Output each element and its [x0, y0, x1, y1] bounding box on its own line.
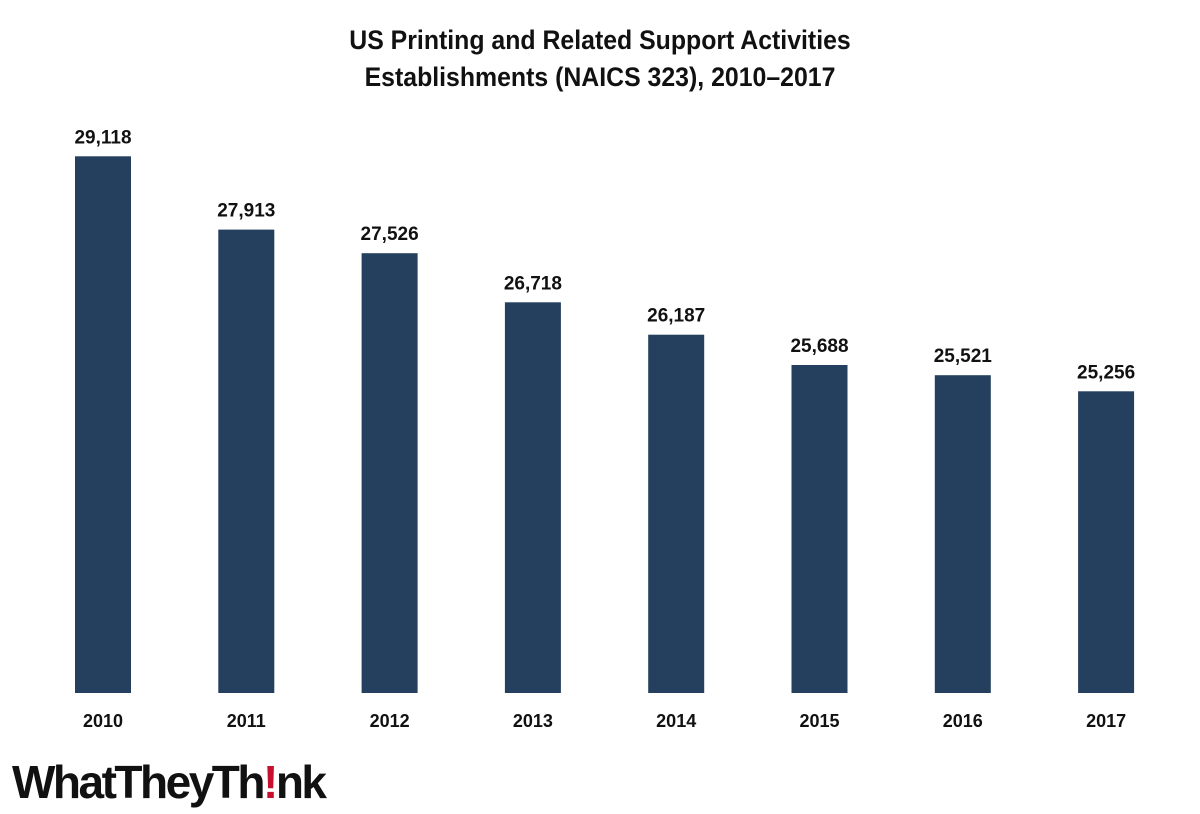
bar-2015	[791, 365, 848, 693]
x-tick-label-2017: 2017	[1086, 711, 1126, 731]
bar-2011	[218, 229, 275, 693]
value-labels-group: 29,118 27,913 27,526 26,718 26,187 25,688 25,5…	[74, 127, 1135, 383]
bar-2014	[648, 334, 705, 693]
x-tick-label-2015: 2015	[799, 711, 839, 731]
whattheythink-logo: WhatTheyTh!nk	[12, 752, 327, 812]
x-tick-label-2016: 2016	[943, 711, 983, 731]
chart-title-line-2: Establishments (NAICS 323), 2010–2017	[364, 62, 836, 92]
x-tick-label-2010: 2010	[83, 711, 123, 731]
x-tick-label-2011: 2011	[227, 711, 266, 731]
value-label-2011: 27,913	[217, 201, 275, 222]
bar-2016	[934, 375, 991, 693]
value-label-2014: 26,187	[647, 306, 705, 327]
x-tick-label-2012: 2012	[370, 711, 410, 731]
value-label-2013: 26,718	[504, 273, 562, 294]
value-label-2010: 29,118	[74, 127, 131, 148]
bar-2013	[504, 302, 561, 693]
value-label-2017: 25,256	[1077, 362, 1135, 383]
logo-text-end: nk	[275, 756, 327, 808]
chart-title-line-1: US Printing and Related Support Activiti…	[349, 25, 851, 55]
value-label-2012: 27,526	[361, 224, 419, 245]
logo-text-start: WhatTheyTh	[12, 756, 265, 808]
logo-exclamation-mark: !	[262, 756, 278, 808]
x-tick-label-2013: 2013	[513, 711, 553, 731]
x-tick-label-2014: 2014	[656, 711, 696, 731]
bars-group	[75, 156, 1135, 694]
bar-2010	[75, 156, 131, 694]
value-label-2015: 25,688	[790, 336, 848, 357]
value-label-2016: 25,521	[934, 346, 993, 367]
chart-title: US Printing and Related Support Activiti…	[48, 22, 1152, 96]
bar-2017	[1078, 391, 1135, 693]
bar-2012	[361, 253, 418, 693]
x-tick-labels-group: 2010 2011 2012 2013 2014 2015 2016 2017	[83, 711, 1126, 731]
